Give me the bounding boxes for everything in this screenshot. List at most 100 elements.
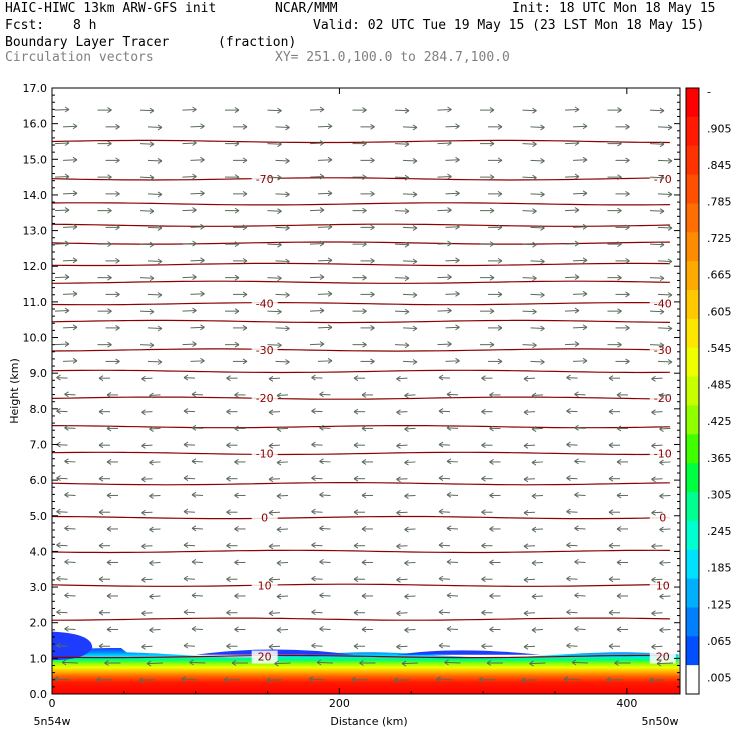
wind-vector-head [64,276,70,280]
wind-vector-head [192,142,197,146]
wind-vector-head [481,442,486,446]
wind-vector [62,360,78,362]
wind-vector [396,377,408,380]
wind-vector-head [64,307,70,311]
wind-vector-head [316,661,322,666]
wind-vector-head [659,177,665,181]
wind-vector [147,260,163,262]
wind-vector [149,394,161,397]
y-tick-label: 2.0 [30,617,48,630]
wind-vector [309,343,325,346]
wind-vector-head [446,628,452,632]
wind-vector [445,125,460,128]
colorbar-swatch [686,145,699,176]
wind-vector [309,109,325,111]
wind-vector [275,226,290,229]
wind-vector-head [56,444,61,448]
wind-vector-head [582,357,588,362]
y-tick-label: 4.0 [30,545,48,558]
contour-label: 20 [258,651,272,664]
wind-vector-head [319,173,325,177]
wind-vector-head [404,342,410,346]
wind-vector-head [359,660,364,664]
wind-vector [319,628,331,630]
wind-vector-head [532,107,537,112]
wind-vector-head [157,191,163,195]
wind-vector [141,511,153,514]
wind-vector-head [659,311,665,315]
wind-vector-head [447,274,452,278]
wind-vector-head [226,509,231,513]
wind-vector [531,461,544,464]
wind-vector-head [98,643,104,647]
wind-vector-head [226,645,231,650]
wind-vector [141,578,153,581]
wind-vector [574,427,586,429]
wind-vector-head [574,592,579,596]
wind-vector [54,310,70,312]
wind-vector-head [523,579,529,583]
wind-vector [181,678,198,681]
wind-vector-head [149,560,154,564]
wind-vector-head [651,579,656,583]
wind-vector-head [268,545,274,550]
wind-vector-head [64,424,69,429]
temperature-contour [52,482,670,486]
wind-vector-head [625,293,630,298]
wind-vector [659,528,671,531]
wind-vector-head [446,494,452,498]
wind-vector [659,394,671,397]
wind-vector-head [532,210,537,215]
wind-vector [396,612,408,614]
wind-vector-head [107,174,112,178]
wind-vector-head [531,627,537,631]
wind-vector-head [226,578,231,583]
wind-vector [268,578,281,581]
wind-vector-head [268,478,274,483]
wind-vector-head [183,542,189,546]
wind-vector-head [361,391,367,396]
wind-vector [311,477,323,480]
wind-vector-head [566,477,571,482]
wind-vector-head [107,341,112,346]
wind-vector-head [107,107,112,111]
wind-vector-head [319,142,325,146]
wind-vector [275,327,290,330]
wind-vector [572,293,588,295]
wind-vector-head [481,511,486,516]
wind-vector [523,578,536,581]
wind-vector-head [98,576,104,580]
wind-vector-head [659,426,664,430]
wind-vector-head [582,156,588,161]
wind-vector-head [438,410,444,414]
contour-label: 0 [659,512,666,525]
wind-vector [309,243,325,245]
wind-vector [437,343,452,346]
wind-vector-head [404,428,409,432]
wind-vector [267,210,282,212]
wind-vector-head [540,160,545,164]
wind-vector [149,461,161,464]
wind-vector-head [497,157,503,161]
wind-vector-head [404,107,410,112]
colorbar-label: .005 [707,672,732,685]
wind-vector-head [659,107,665,112]
wind-vector-head [608,542,614,547]
y-tick-label: 0.0 [30,688,48,701]
wind-vector-head [582,123,588,127]
wind-vector-head [149,342,155,346]
wind-vector-head [412,227,418,231]
wind-vector [446,594,459,597]
wind-vector-head [396,545,401,550]
wind-vector-head [192,341,197,345]
wind-vector [317,293,333,295]
wind-vector-head [98,408,104,413]
wind-vector-head [566,544,571,549]
wind-vector-head [226,478,231,482]
wind-vector-head [478,679,484,683]
wind-vector-head [659,462,664,466]
wind-vector-head [489,492,494,496]
wind-vector-head [396,445,401,449]
wind-vector-head [285,191,290,195]
